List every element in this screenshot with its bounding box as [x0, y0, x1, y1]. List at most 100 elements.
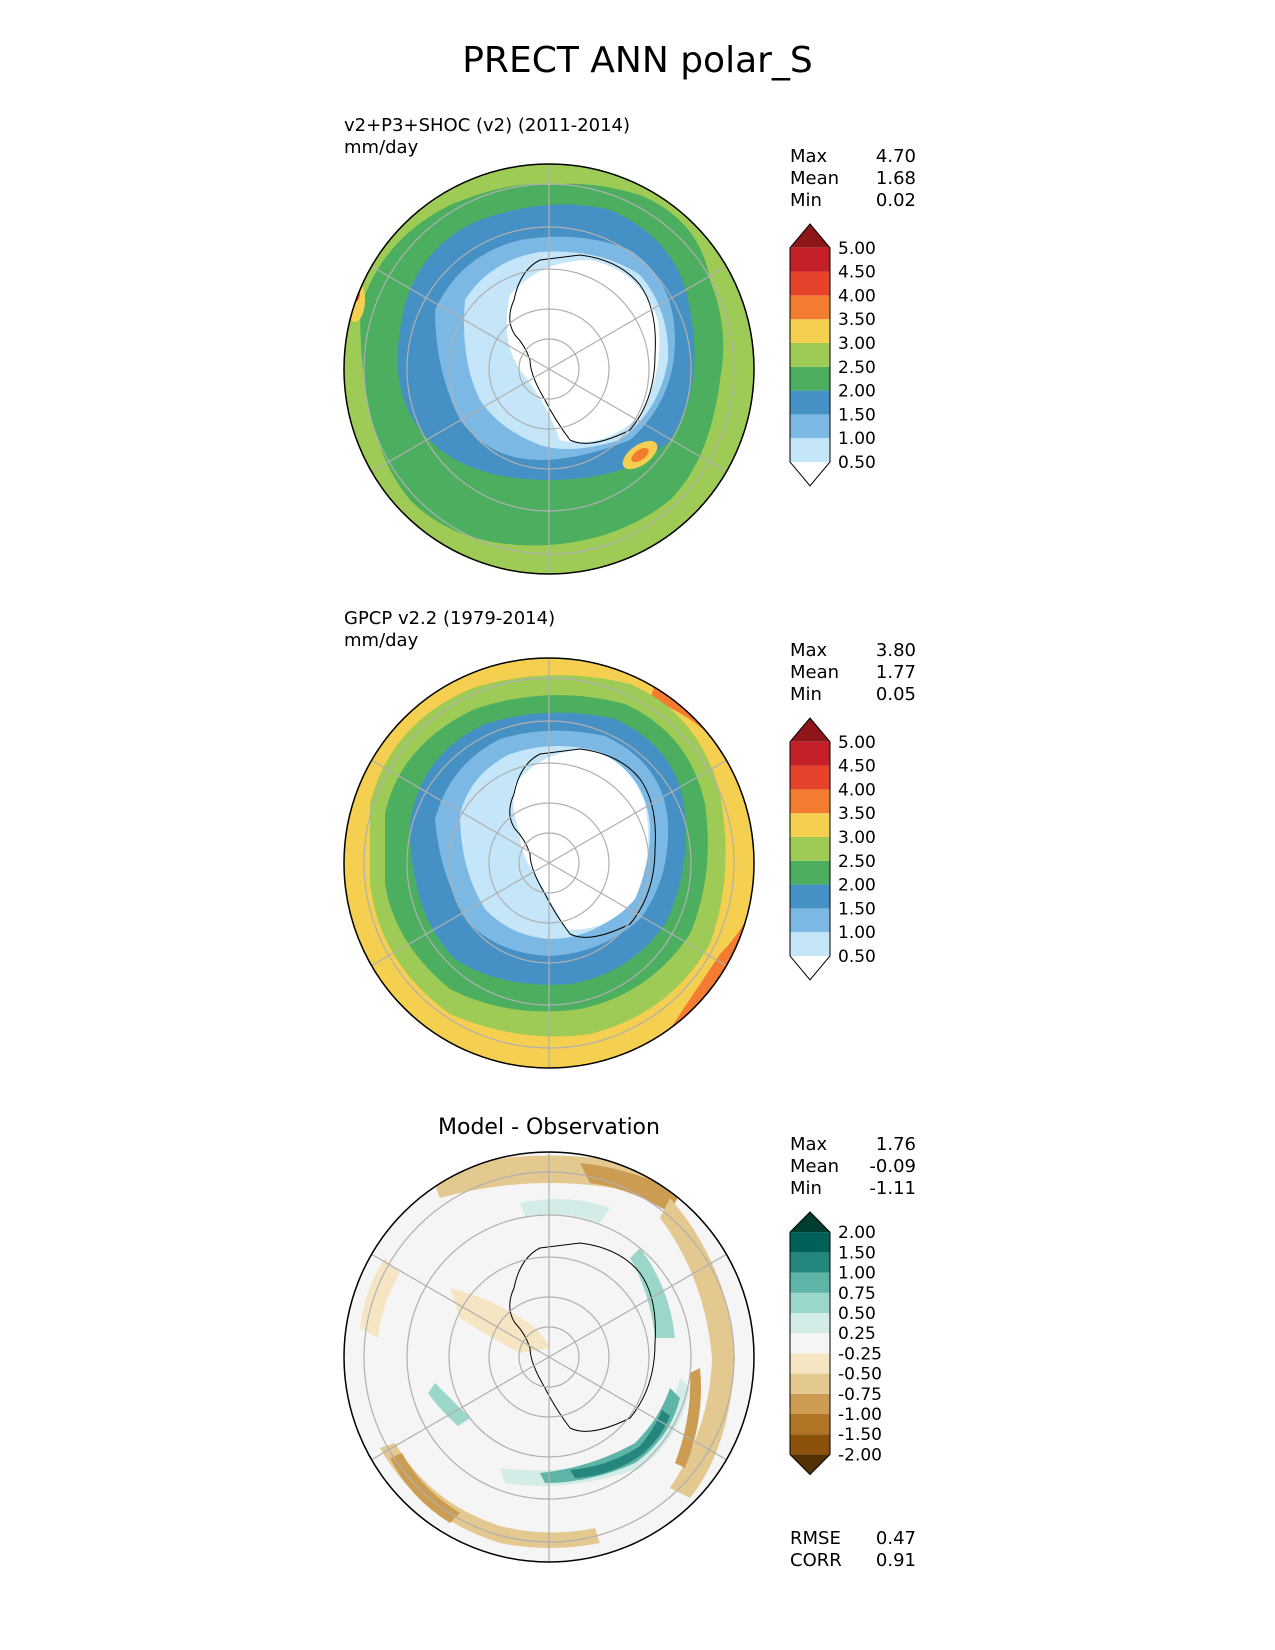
panel3-colorbar-swatch [790, 1373, 830, 1394]
panel1-colorbar-labels: 0.50 1.00 1.50 2.00 2.50 3.00 3.50 4.00 4.50 5.00 [838, 239, 876, 473]
panel2-colorbar-swatch [790, 718, 830, 742]
panel3-stat-mean: Mean -0.09 [790, 1156, 916, 1177]
panel2-colorbar-tick-label: 4.50 [838, 757, 876, 777]
panel2-colorbar-swatch [790, 837, 830, 861]
panel2-colorbar-tick-label: 3.00 [838, 828, 876, 848]
panel2-colorbar-swatch [790, 956, 830, 980]
panel3-colorbar-tick-label: 2.00 [838, 1223, 876, 1243]
panel2-stat-min: Min 0.05 [790, 684, 916, 705]
panel1-colorbar-swatch [790, 462, 830, 486]
panel1-colorbar-swatch [790, 366, 830, 391]
panel1-graticule [363, 164, 735, 574]
panel2-colorbar-tick-label: 1.50 [838, 899, 876, 919]
panel2-map-frame [343, 657, 755, 1069]
panel3-colorbar-swatch [790, 1232, 830, 1253]
panel1-field-white [506, 260, 660, 443]
panel3-graticule [363, 1152, 735, 1562]
panel2-colorbar-swatch [790, 765, 830, 790]
panel2-stat-mean: Mean 1.77 [790, 662, 916, 683]
panel2-colorbar-swatches [789, 717, 831, 981]
panel1-subtitle: v2+P3+SHOC (v2) (2011-2014) [344, 115, 631, 136]
panel2-graticule [363, 658, 735, 1068]
panel3-colorbar-swatch [790, 1212, 830, 1233]
panel2-colorbar-tick-label: 2.50 [838, 852, 876, 872]
panel3-colorbar-swatch [790, 1313, 830, 1334]
panel2-stats: Max 3.80 Mean 1.77 Min 0.05 [790, 640, 916, 710]
panel1-colorbar-tick-label: 2.00 [838, 382, 876, 402]
panel1-polar-map [343, 163, 755, 575]
panel1-colorbar-swatch [790, 414, 830, 439]
panel3-field-tan-east [660, 1198, 735, 1498]
panel3-stat-min: Min -1.11 [790, 1178, 916, 1199]
panel1-colorbar-tick-label: 3.50 [838, 310, 876, 330]
panel3-field-brown-sw [390, 1453, 460, 1523]
panel1-colorbar-tick-label: 0.50 [838, 453, 876, 473]
panel3-colorbar-swatch [790, 1393, 830, 1414]
panel3-stat-rmse: RMSE 0.47 [790, 1528, 916, 1549]
panel1-colorbar-swatch [790, 247, 830, 272]
panel3-colorbar-tick-label: 1.00 [838, 1264, 876, 1284]
panel2-colorbar-tick-label: 2.00 [838, 876, 876, 896]
panel3-field-brown-north [580, 1163, 680, 1213]
panel2-colorbar-swatch [790, 789, 830, 814]
panel3-colorbar-tick-label: -0.75 [838, 1385, 882, 1405]
panel3-colorbar-outline [789, 1211, 831, 1476]
panel1-stat-max: Max 4.70 [790, 146, 916, 167]
panel2-subtitle: GPCP v2.2 (1979-2014) [344, 608, 556, 629]
panel1-colorbar-tick-label: 4.00 [838, 286, 876, 306]
panel2-colorbar-swatch [790, 908, 830, 933]
panel3-colorbar-swatch [790, 1272, 830, 1293]
panel1-colorbar-swatch [790, 390, 830, 415]
panel2-colorbar: 0.50 1.00 1.50 2.00 2.50 3.00 3.50 4.00 4.50 5.00 [789, 717, 876, 981]
panel2-colorbar-outline [789, 717, 831, 981]
panel3-colorbar-labels: -2.00-1.50-1.00-0.75-0.50-0.250.250.500.… [838, 1223, 882, 1465]
panel3-colorbar-tick-label: -0.50 [838, 1365, 882, 1385]
panel2-colorbar-swatch [790, 813, 830, 837]
panel3-colorbar-swatch [790, 1353, 830, 1374]
panel3-colorbar-swatch [790, 1434, 830, 1455]
panel1-colorbar-swatch [790, 319, 830, 343]
panel3-colorbar-swatch [790, 1414, 830, 1435]
panel2-colorbar-swatch [790, 932, 830, 956]
panel1-colorbar-tick-label: 2.50 [838, 358, 876, 378]
panel3-colorbar-swatch [790, 1333, 830, 1354]
panel1-colorbar-tick-label: 1.00 [838, 429, 876, 449]
panel1-colorbar-swatches [789, 223, 831, 487]
panel1-colorbar-outline [789, 223, 831, 487]
panel2-colorbar-labels: 0.50 1.00 1.50 2.00 2.50 3.00 3.50 4.00 4.50 5.00 [838, 733, 876, 967]
panel1-stat-min: Min 0.02 [790, 190, 916, 211]
panel1-colorbar-swatch [790, 271, 830, 296]
panel2-colorbar-tick-label: 5.00 [838, 733, 876, 753]
panel3-colorbar-swatch [790, 1292, 830, 1313]
panel1-colorbar-swatch [790, 343, 830, 367]
panel3-colorbar-swatches [789, 1211, 831, 1476]
panel3-field-teal-north [520, 1199, 610, 1223]
panel3-colorbar-tick-label: 0.25 [838, 1324, 876, 1344]
panel1-colorbar-tick-label: 3.00 [838, 334, 876, 354]
panel3-colorbar-tick-label: -2.00 [838, 1445, 882, 1465]
panel2-colorbar-tick-label: 1.00 [838, 923, 876, 943]
panel1-stat-mean: Mean 1.68 [790, 168, 916, 189]
panel2-colorbar-tick-label: 4.00 [838, 780, 876, 800]
panel3-field-teal-ne [630, 1248, 675, 1338]
panel3-field-teal-west [428, 1383, 470, 1426]
panel3-field-teal-dark [570, 1410, 670, 1478]
panel3-map-frame [343, 1151, 755, 1563]
panel3-title: Model - Observation [438, 1115, 660, 1140]
panel3-field-teal-south-light [500, 1378, 690, 1486]
panel2-polar-map [343, 657, 755, 1069]
panel3-colorbar-tick-label: -1.00 [838, 1405, 882, 1425]
panel3-stat-max: Max 1.76 [790, 1134, 916, 1155]
panel1-field-orange-east [631, 447, 649, 463]
panel1-colorbar-swatch [790, 224, 830, 248]
panel2-colorbar-tick-label: 0.50 [838, 947, 876, 967]
panel3-stats: Max 1.76 Mean -0.09 Min -1.11 [790, 1134, 916, 1204]
panel3-colorbar-swatch [790, 1252, 830, 1273]
panel3-polar-map [343, 1151, 755, 1563]
panel3-field-brown-east [675, 1368, 701, 1468]
panel2-stat-max: Max 3.80 [790, 640, 916, 661]
panel3-colorbar-tick-label: -1.50 [838, 1425, 882, 1445]
panel1-stats: Max 4.70 Mean 1.68 Min 0.02 [790, 146, 916, 216]
panel3-colorbar-tick-label: 0.50 [838, 1304, 876, 1324]
panel2-colorbar-swatch [790, 884, 830, 909]
